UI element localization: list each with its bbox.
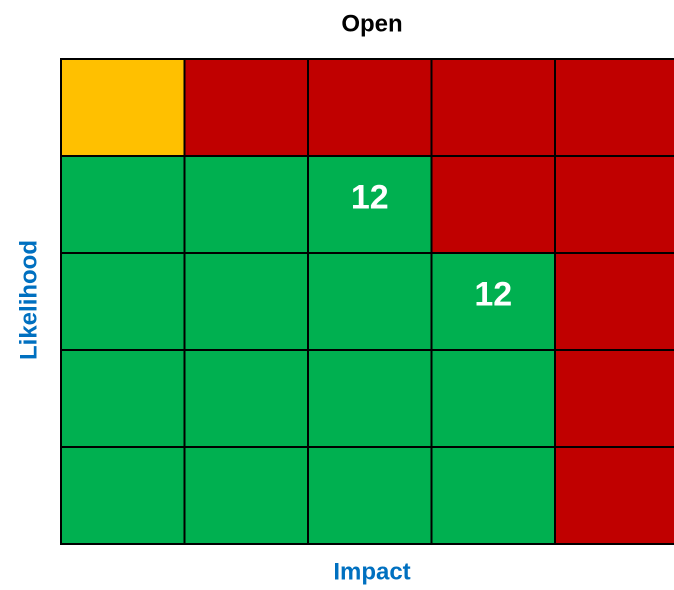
cell	[183, 446, 309, 545]
cell	[430, 58, 556, 157]
cell	[60, 349, 186, 448]
cell	[183, 155, 309, 254]
cell	[183, 349, 309, 448]
cell	[183, 252, 309, 351]
cell-label: 12	[351, 179, 389, 217]
cell	[554, 349, 674, 448]
cell	[430, 349, 556, 448]
cell	[430, 155, 556, 254]
cell	[60, 155, 186, 254]
cell-label: 12	[474, 276, 512, 314]
cell	[60, 446, 186, 545]
x-axis-label: Impact	[333, 558, 410, 585]
cell	[554, 155, 674, 254]
cell	[430, 252, 556, 351]
cell	[60, 252, 186, 351]
cell	[554, 446, 674, 545]
cell	[554, 252, 674, 351]
cell	[307, 58, 433, 157]
cell	[554, 58, 674, 157]
y-axis-label: Likelihood	[15, 240, 42, 360]
cell	[307, 446, 433, 545]
cell	[430, 446, 556, 545]
cell	[307, 155, 433, 254]
cell	[183, 58, 309, 157]
title: Open	[341, 10, 402, 37]
grid: 12 12	[60, 58, 674, 545]
cell	[60, 58, 186, 157]
cell	[307, 252, 433, 351]
cell	[307, 349, 433, 448]
